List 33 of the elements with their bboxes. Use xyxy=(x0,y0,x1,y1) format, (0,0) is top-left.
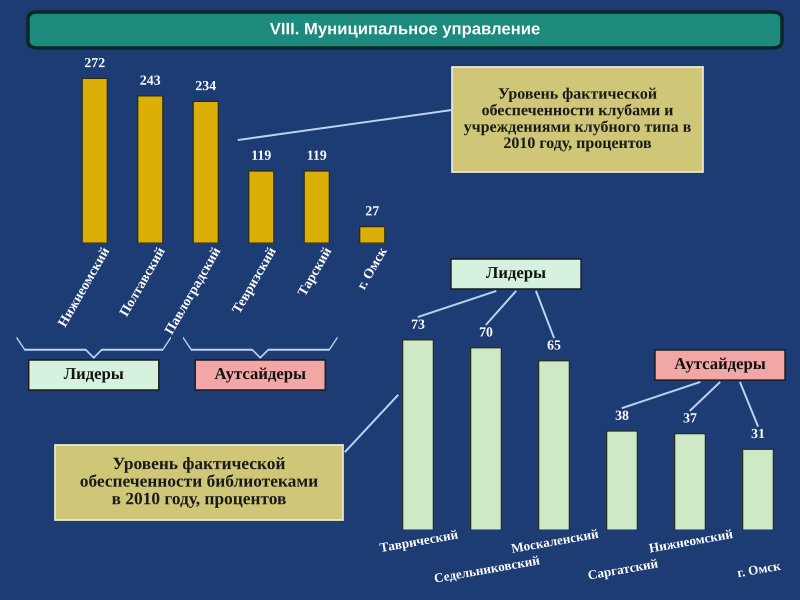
data-label: 243 xyxy=(140,76,160,85)
data-label: 119 xyxy=(252,150,271,160)
bar xyxy=(359,226,386,243)
bar xyxy=(137,95,164,243)
data-label: 31 xyxy=(752,428,764,438)
bar xyxy=(674,433,706,530)
bar xyxy=(82,78,108,243)
data-label: 272 xyxy=(84,58,105,68)
bar xyxy=(742,448,774,530)
bar xyxy=(606,430,638,530)
data-label: 234 xyxy=(196,80,216,90)
text: Лидеры xyxy=(64,368,124,383)
text: Уровень фактической обеспеченности библиотеками в 2010 году, процентов xyxy=(80,457,318,508)
data-label: 37 xyxy=(684,413,697,423)
data-label: 70 xyxy=(480,327,492,337)
text: Лидеры xyxy=(486,267,546,282)
data-label: 119 xyxy=(308,150,326,160)
data-label: 27 xyxy=(366,206,379,216)
data-label: 65 xyxy=(548,340,560,350)
bar xyxy=(402,339,434,530)
annotation: Аутсайдеры xyxy=(674,358,766,373)
bar xyxy=(538,360,570,530)
bar xyxy=(470,347,502,530)
bar xyxy=(304,170,330,243)
text: Аутсайдеры xyxy=(214,367,306,383)
bar xyxy=(248,170,274,243)
chart-title: VIII. Муниципальное управление xyxy=(270,22,540,38)
x-tick-label: г. Омск xyxy=(736,561,782,578)
data-label: 38 xyxy=(616,410,628,420)
bar xyxy=(192,100,219,243)
x-tick-label: Саргатский xyxy=(588,558,659,582)
data-label: 73 xyxy=(412,320,424,329)
text: Уровень фактической обеспеченности клубами и учреждениями клубного типа в 2010 году, процентов xyxy=(464,88,691,152)
